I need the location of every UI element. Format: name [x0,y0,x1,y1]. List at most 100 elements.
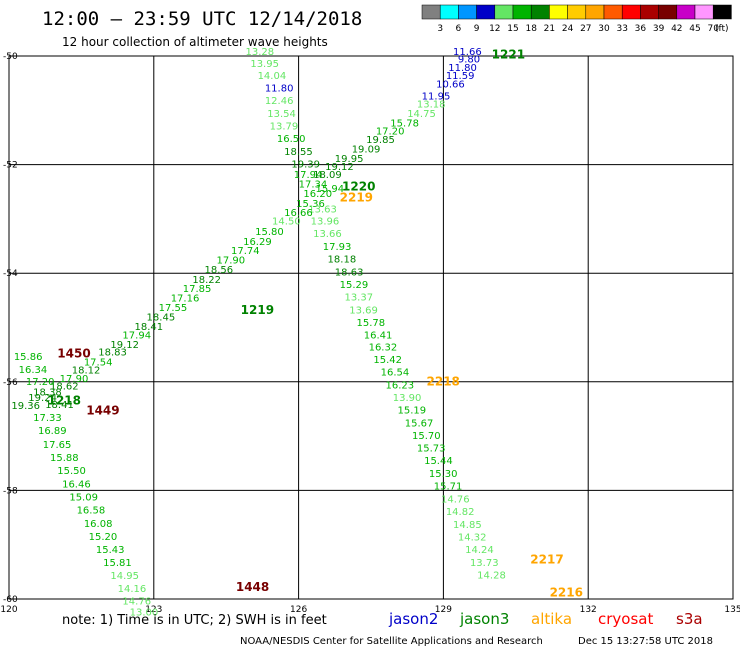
wave-height-point: 15.44 [424,456,453,467]
y-tick-label: -54 [3,269,18,279]
pass-time-label: 2217 [530,553,563,567]
legend-s3a: s3a [676,610,703,628]
wave-height-point: 18.55 [284,147,313,158]
wave-height-point: 13.90 [393,393,422,404]
wave-height-point: 14.50 [272,216,301,227]
y-tick-label: -58 [3,486,18,496]
wave-height-point: 18.83 [98,348,127,359]
scale-unit-label: (ft) [715,24,729,34]
wave-height-point: 16.50 [277,134,306,145]
wave-height-point: 15.43 [96,545,125,556]
wave-height-point: 13.95 [250,59,279,70]
scale-level-label: 70 [707,24,719,34]
wave-height-point: 16.46 [62,480,91,491]
wave-height-point: 13.37 [344,292,373,303]
wave-height-point: 15.50 [57,466,86,477]
wave-height-point: 18.41 [134,322,163,333]
scale-swatch [439,4,459,20]
wave-height-point: 13.79 [270,121,299,132]
pass-time-label: 2219 [340,191,373,205]
wave-height-point: 15.36 [296,199,325,210]
scale-swatch [458,4,477,20]
wave-height-point: 15.78 [390,119,419,130]
wave-height-point: 13.96 [311,216,340,227]
pass-time-label: 1448 [236,580,269,594]
pass-time-label: 1221 [492,48,525,62]
scale-level-label: 36 [635,24,647,34]
wave-height-point: 18.62 [50,381,79,392]
scale-swatch [712,4,732,20]
wave-height-point: 17.55 [159,303,188,314]
wave-height-point: 15.71 [434,481,463,492]
scale-swatch [676,4,696,20]
wave-height-point: 14.75 [407,109,436,120]
wave-height-point: 17.94 [294,170,323,181]
note-text: note: 1) Time is in UTC; 2) SWH is in fe… [62,613,327,628]
wave-height-point: 17.20 [26,377,55,388]
wave-height-point: 17.54 [84,358,113,369]
wave-height-point: 13.54 [267,109,296,120]
x-tick-label: 120 [0,605,17,615]
wave-height-point: 15.88 [50,453,79,464]
wave-height-point: 10.66 [436,79,465,90]
wave-height-point: 16.58 [77,506,106,517]
color-scale: 3 6 9 12 15 18 21 24 27 30 33 36 39 42 45 70(ft) [421,4,732,34]
y-tick-label: -52 [3,161,18,171]
x-tick-label: 123 [145,605,162,615]
wave-height-point: 14.76 [441,494,470,505]
wave-height-point: 18.09 [313,170,342,181]
scale-level-label: 21 [544,24,555,34]
chart-subtitle: 12 hour collection of altimeter wave hei… [62,35,328,49]
footer-credit: NOAA/NESDIS Center for Satellite Applica… [240,636,543,647]
wave-height-point: 15.19 [398,405,427,416]
wave-height-point: 19.85 [366,135,395,146]
wave-height-point: 17.16 [171,293,200,304]
pass-time-label: 1219 [241,303,274,317]
scale-swatch [621,4,641,20]
scale-level-label: 33 [616,24,627,34]
scale-level-label: 27 [580,24,591,34]
wave-height-point: 15.86 [14,352,43,363]
wave-height-point: 17.90 [60,374,89,385]
wave-height-point: 17.34 [299,179,328,190]
scale-level-label: 12 [489,24,500,34]
x-tick-label: 135 [724,605,740,615]
wave-height-point: 17.74 [231,246,260,257]
scale-level-label: 45 [689,24,700,34]
wave-height-point: 16.29 [243,237,272,248]
wave-height-point: 18.63 [335,267,364,278]
scale-level-label: 39 [653,24,665,34]
legend-altika: altika [531,610,572,628]
wave-height-point: 13.63 [308,204,337,215]
pass-time-label: 2216 [550,585,583,599]
wave-height-point: 18.45 [147,312,176,323]
wave-height-point: 15.73 [417,443,446,454]
wave-height-point: 14.85 [453,520,482,531]
scale-swatch [640,4,659,20]
wave-height-point: 15.67 [405,418,434,429]
scale-level-label: 30 [598,24,610,34]
wave-height-point: 17.65 [43,440,72,451]
wave-height-point: 16.20 [303,189,332,200]
y-tick-label: -56 [3,378,18,388]
footer-timestamp: Dec 15 13:27:58 UTC 2018 [578,636,713,647]
scale-swatch [585,4,605,20]
satellite-legend: jason2 jason3 altika cryosat s3a [388,610,703,628]
wave-height-point: 11.66 [453,47,482,58]
wave-height-point: 14.16 [118,584,147,595]
scale-swatch [421,4,441,20]
wave-height-point: 15.42 [373,355,402,366]
x-tick-label: 126 [290,605,307,615]
wave-height-point: 16.54 [381,367,410,378]
wave-height-point: 15.09 [69,493,98,504]
wave-height-point: 13.69 [349,305,378,316]
scale-swatch [512,4,532,20]
wave-height-point: 13.73 [470,558,499,569]
wave-height-point: 13.28 [246,47,275,58]
wave-height-point: 16.32 [369,342,398,353]
wave-height-point: 18.12 [72,366,101,377]
wave-height-point: 17.33 [33,413,62,424]
legend-jason3: jason3 [459,610,509,628]
